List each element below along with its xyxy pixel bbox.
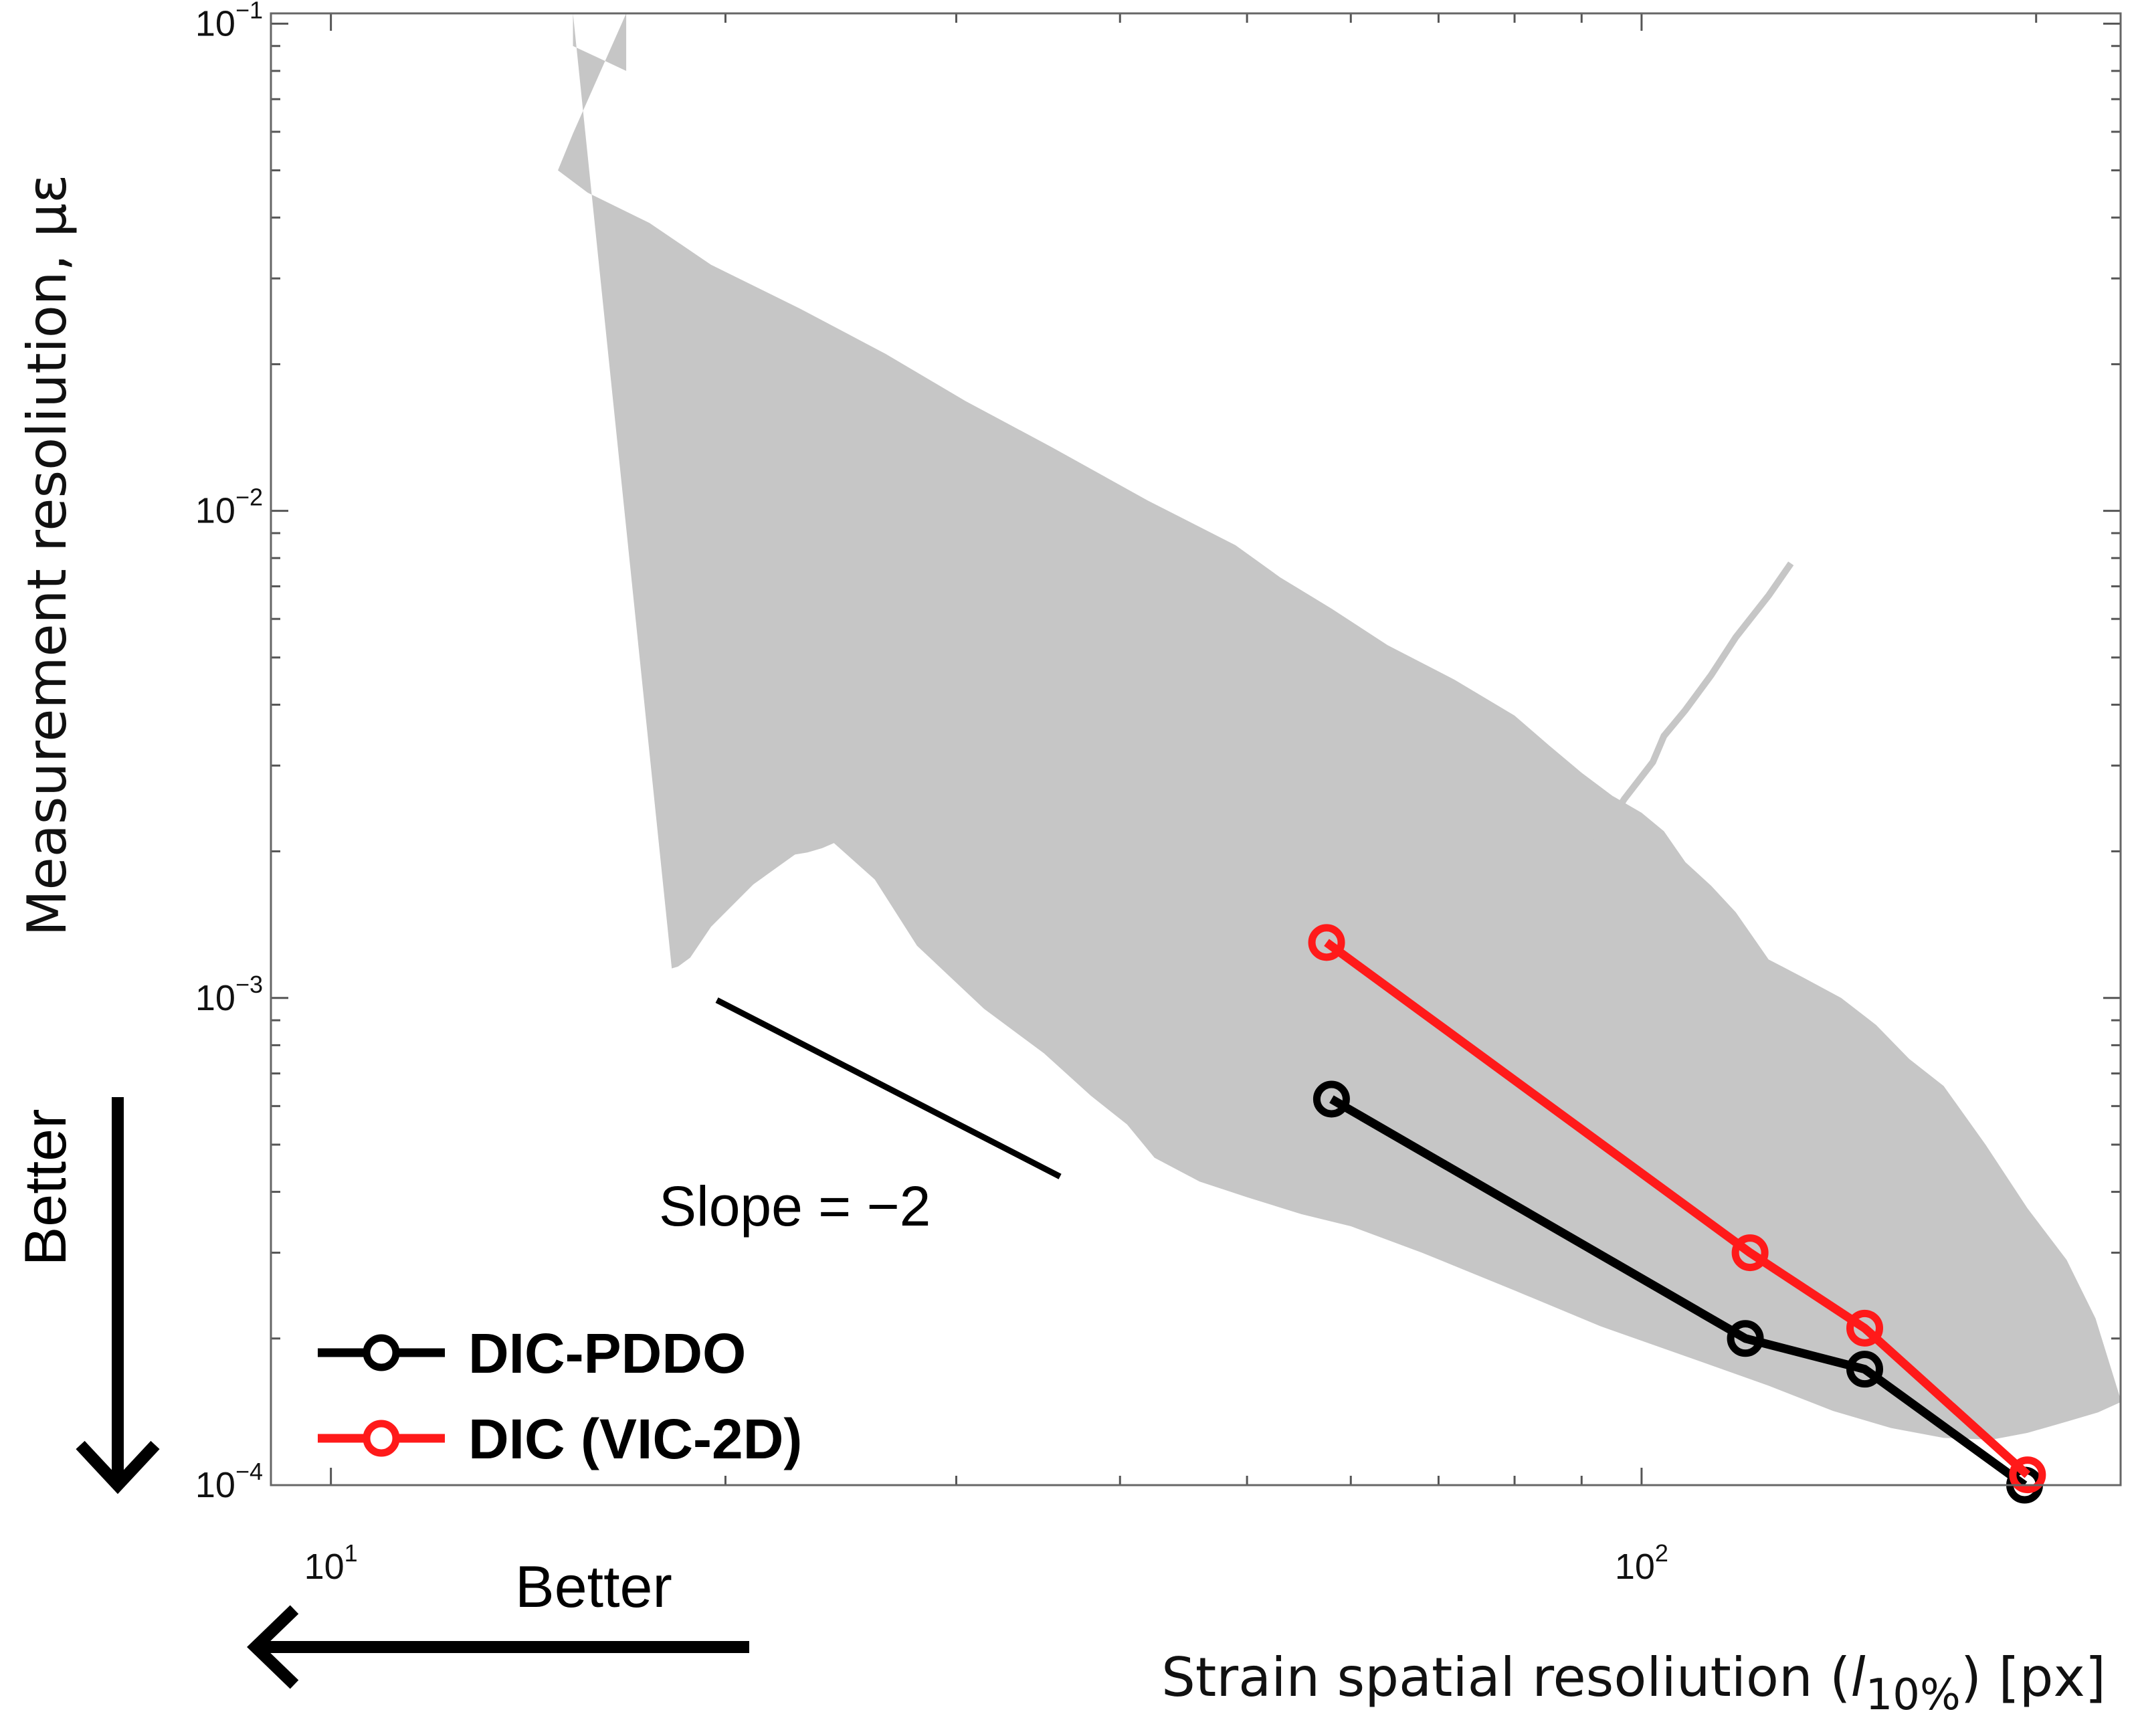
better-down-arrow-icon xyxy=(76,1097,160,1494)
x-axis-title-subscript: 10% xyxy=(1866,1670,1961,1720)
x-axis-title: Strain spatial resoliution (l10%) [px] xyxy=(1161,1646,2106,1720)
better-y-label: Better xyxy=(12,1109,78,1266)
legend-marker xyxy=(363,1420,400,1457)
x-axis-title-tail: ) [px] xyxy=(1961,1646,2106,1709)
x-axis-title-italic: l xyxy=(1850,1646,1865,1709)
legend-marker xyxy=(363,1334,400,1371)
data-point xyxy=(1731,1234,1769,1272)
slope-reference-line xyxy=(715,997,1062,1179)
shaded-region xyxy=(558,13,2121,1440)
data-point xyxy=(2009,1456,2046,1494)
y-tick-label-base: 10 xyxy=(195,491,235,531)
data-point xyxy=(1727,1320,1764,1357)
data-point xyxy=(1846,1351,1884,1388)
data-point xyxy=(1308,924,1345,961)
x-axis-title-main: Strain spatial resoliution ( xyxy=(1161,1646,1850,1709)
better-x-label: Better xyxy=(515,1553,672,1620)
series-dic-pddo xyxy=(1313,1080,2044,1504)
y-tick-label-base: 10 xyxy=(195,3,235,43)
x-tick-label: 102 xyxy=(1615,1539,1668,1587)
data-point xyxy=(1313,1080,1350,1118)
series-layer xyxy=(1308,924,2046,1504)
data-point xyxy=(1846,1309,1884,1347)
legend-label: DIC (VIC-2D) xyxy=(468,1408,802,1470)
y-tick-label-base: 10 xyxy=(195,1465,235,1505)
series-line xyxy=(1329,1095,2028,1489)
x-tick-label-exponent: 2 xyxy=(1655,1539,1668,1567)
y-tick-label-exponent: −3 xyxy=(235,971,263,998)
y-tick-label-base: 10 xyxy=(195,978,235,1018)
better-left-arrow-icon xyxy=(247,1605,749,1689)
series-dic-vic-2d xyxy=(1308,924,2046,1494)
legend-label: DIC-PDDO xyxy=(468,1322,746,1385)
legend: DIC-PDDO DIC (VIC-2D) xyxy=(318,1322,802,1470)
y-tick-label: 10−3 xyxy=(195,971,263,1018)
x-tick-label: 101 xyxy=(304,1539,358,1587)
plot-frame xyxy=(270,12,2122,1486)
y-tick-label-exponent: −2 xyxy=(235,484,263,511)
y-tick-label: 10−1 xyxy=(195,0,263,43)
shaded-region-layer xyxy=(558,13,2121,1440)
slope-annotation: Slope = −2 xyxy=(659,1175,931,1238)
x-tick-label-base: 10 xyxy=(304,1547,345,1587)
y-tick-label-exponent: −4 xyxy=(235,1458,263,1485)
x-tick-label-exponent: 1 xyxy=(345,1539,358,1567)
y-tick-label: 10−4 xyxy=(195,1458,263,1505)
y-tick-label-exponent: −1 xyxy=(235,0,263,23)
y-axis-title: Measurement resoliution, με xyxy=(16,174,78,936)
x-tick-label-base: 10 xyxy=(1615,1547,1655,1587)
slope-layer xyxy=(715,997,1062,1179)
y-tick-label: 10−2 xyxy=(195,484,263,531)
shaded-region-spur xyxy=(1560,561,1794,857)
series-line xyxy=(1324,939,2031,1478)
